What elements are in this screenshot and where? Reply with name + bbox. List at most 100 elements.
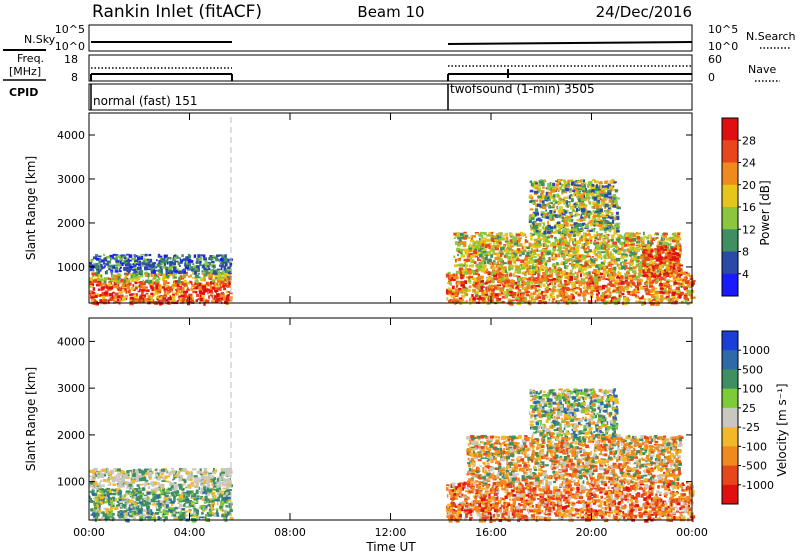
data-cell: [163, 288, 167, 291]
data-cell: [480, 253, 486, 256]
data-cell: [532, 299, 536, 304]
data-cell: [542, 180, 547, 183]
data-cell: [127, 258, 130, 261]
data-cell: [204, 288, 209, 290]
data-cell: [636, 278, 642, 283]
data-cell: [659, 280, 662, 284]
colorbar-swatch: [722, 118, 738, 141]
data-cell: [600, 223, 605, 227]
data-cell: [102, 296, 106, 300]
data-cell: [482, 301, 486, 304]
data-cell: [512, 275, 517, 277]
data-cell: [640, 286, 644, 290]
data-cell: [551, 188, 556, 193]
data-cell: [523, 264, 528, 268]
data-cell: [491, 273, 494, 277]
data-cell: [636, 241, 641, 244]
data-cell: [203, 257, 207, 261]
y-tick-label: 3000: [57, 173, 85, 186]
data-cell: [219, 258, 224, 262]
data-cell: [673, 281, 678, 285]
data-cell: [572, 208, 575, 212]
data-cell: [592, 210, 595, 213]
data-cell: [100, 263, 103, 267]
data-cell: [552, 252, 557, 256]
data-cell: [520, 259, 525, 263]
data-cell: [119, 274, 122, 278]
data-cell: [548, 257, 551, 260]
data-cell: [627, 269, 630, 272]
data-cell: [665, 249, 668, 253]
data-cell: [656, 294, 659, 299]
data-cell: [678, 275, 682, 278]
data-cell: [598, 233, 603, 237]
data-cell: [520, 250, 524, 253]
data-cell: [89, 280, 92, 283]
data-cell: [139, 288, 142, 291]
data-cell: [194, 274, 199, 278]
data-cell: [567, 295, 572, 299]
data-cell: [562, 291, 567, 296]
data-cell: [176, 286, 181, 289]
data-cell: [610, 238, 614, 242]
data-cell: [654, 281, 658, 285]
data-cell: [559, 206, 563, 209]
data-cell: [496, 244, 499, 249]
data-cell: [512, 260, 517, 264]
data-cell: [90, 259, 93, 263]
data-cell: [651, 295, 655, 298]
data-cell: [667, 253, 672, 257]
data-cell: [453, 255, 456, 258]
data-cell: [589, 241, 593, 244]
data-cell: [560, 261, 563, 265]
data-cell: [686, 289, 691, 294]
data-cell: [642, 247, 646, 250]
data-cell: [471, 297, 474, 300]
data-cell: [644, 267, 648, 272]
data-cell: [573, 226, 578, 228]
data-cell: [128, 265, 134, 269]
data-cell: [579, 288, 582, 291]
data-cell: [532, 245, 535, 248]
data-cell: [556, 289, 560, 293]
data-cell: [453, 232, 457, 236]
data-cell: [157, 275, 160, 278]
data-cell: [552, 298, 556, 300]
data-cell: [211, 279, 215, 283]
data-cell: [175, 255, 179, 259]
data-cell: [530, 248, 533, 252]
data-cell: [127, 290, 131, 294]
data-cell: [453, 264, 458, 268]
data-cell: [551, 289, 554, 293]
data-cell: [605, 185, 609, 188]
data-cell: [613, 272, 617, 277]
data-cell: [651, 268, 655, 272]
velocity-heatmap: [89, 388, 696, 523]
data-cell: [579, 179, 582, 183]
data-cell: [89, 497, 93, 501]
data-cell: [448, 293, 451, 296]
data-cell: [659, 290, 663, 294]
data-cell: [477, 286, 482, 291]
data-cell: [557, 273, 561, 276]
data-cell: [643, 249, 647, 252]
data-cell: [166, 262, 169, 265]
data-cell: [183, 502, 186, 506]
data-cell: [608, 199, 612, 203]
data-cell: [448, 280, 451, 283]
data-cell: [202, 264, 205, 267]
data-cell: [212, 255, 215, 258]
data-cell: [600, 220, 603, 224]
data-cell: [570, 206, 575, 210]
data-cell: [97, 278, 100, 281]
data-cell: [536, 187, 541, 190]
data-cell: [616, 276, 621, 279]
data-cell: [635, 300, 639, 303]
data-cell: [631, 247, 636, 250]
data-cell: [572, 244, 577, 246]
data-cell: [163, 289, 167, 292]
data-cell: [447, 282, 450, 284]
data-cell: [156, 259, 158, 262]
data-cell: [665, 281, 670, 283]
data-cell: [496, 244, 502, 248]
